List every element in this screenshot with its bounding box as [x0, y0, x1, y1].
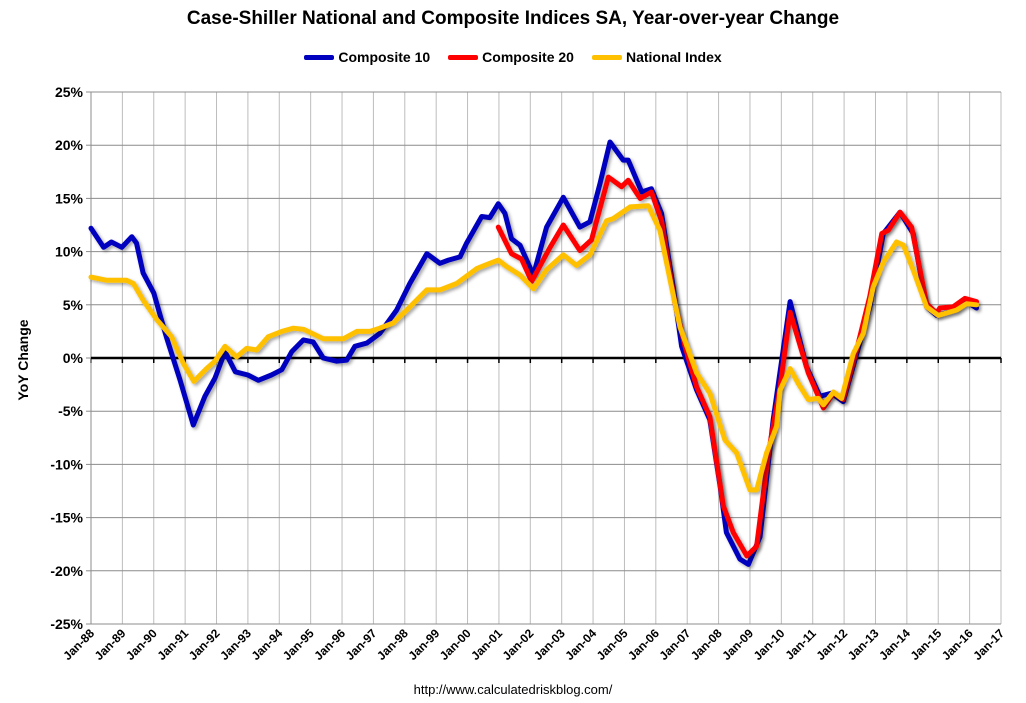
- y-tick-label: 5%: [63, 297, 84, 313]
- x-tick-label: Jan-16: [939, 626, 976, 663]
- x-tick-label: Jan-94: [249, 626, 286, 663]
- x-tick-label: Jan-08: [688, 626, 725, 663]
- legend-swatch: [304, 54, 335, 60]
- y-tick-label: 10%: [55, 244, 84, 260]
- x-tick-label: Jan-05: [594, 626, 631, 663]
- source-url: http://www.calculatedriskblog.com/: [413, 682, 613, 697]
- y-tick-label: -5%: [58, 403, 83, 419]
- y-tick-label: -15%: [50, 510, 83, 526]
- y-tick-label: 0%: [63, 350, 84, 366]
- y-tick-label: 25%: [55, 84, 84, 100]
- legend-swatch: [448, 54, 479, 60]
- x-tick-label: Jan-95: [280, 626, 317, 663]
- y-tick-label: -25%: [50, 616, 83, 632]
- chart-title: Case-Shiller National and Composite Indi…: [186, 8, 840, 29]
- legend-item-national-index: National Index: [591, 49, 722, 65]
- legend-item-composite-20: Composite 20: [448, 49, 574, 65]
- x-tick-label: Jan-11: [783, 626, 820, 663]
- x-tick-label: Jan-06: [625, 626, 662, 663]
- x-tick-label: Jan-14: [876, 626, 913, 663]
- x-tick-label: Jan-90: [123, 626, 160, 663]
- x-tick-label: Jan-09: [719, 626, 756, 663]
- x-tick-label: Jan-93: [217, 626, 254, 663]
- x-tick-label: Jan-97: [343, 626, 380, 663]
- legend: Composite 10 Composite 20 National Index: [0, 49, 1026, 65]
- x-tick-label: Jan-15: [908, 626, 945, 663]
- y-tick-label: -20%: [50, 563, 83, 579]
- x-tick-label: Jan-17: [970, 626, 1007, 663]
- y-tick-label: -10%: [50, 456, 83, 472]
- legend-item-composite-10: Composite 10: [304, 49, 430, 65]
- x-tick-label: Jan-04: [562, 626, 599, 663]
- legend-label: Composite 10: [338, 49, 431, 65]
- x-tick-label: Jan-00: [437, 626, 474, 663]
- x-tick-label: Jan-89: [92, 626, 129, 663]
- x-tick-label: Jan-99: [406, 626, 443, 663]
- x-tick-label: Jan-96: [311, 626, 348, 663]
- x-tick-label: Jan-91: [154, 626, 191, 663]
- x-tick-label: Jan-92: [186, 626, 223, 663]
- series-line-national-index: [88, 203, 979, 493]
- x-tick-label: Jan-07: [657, 626, 694, 663]
- x-tick-label: Jan-10: [751, 626, 788, 663]
- x-tick-label: Jan-02: [500, 626, 537, 663]
- x-tick-label: Jan-03: [531, 626, 568, 663]
- legend-label: National Index: [625, 49, 722, 65]
- x-tick-label: Jan-01: [468, 626, 505, 663]
- legend-label: Composite 20: [482, 49, 574, 65]
- x-tick-label: Jan-12: [813, 626, 850, 663]
- x-tick-label: Jan-98: [374, 626, 411, 663]
- x-tick-label: Jan-13: [845, 626, 882, 663]
- legend-swatch: [591, 54, 622, 60]
- y-tick-label: 20%: [55, 137, 84, 153]
- y-tick-label: 15%: [55, 190, 84, 206]
- series-line-composite-20: [495, 174, 979, 559]
